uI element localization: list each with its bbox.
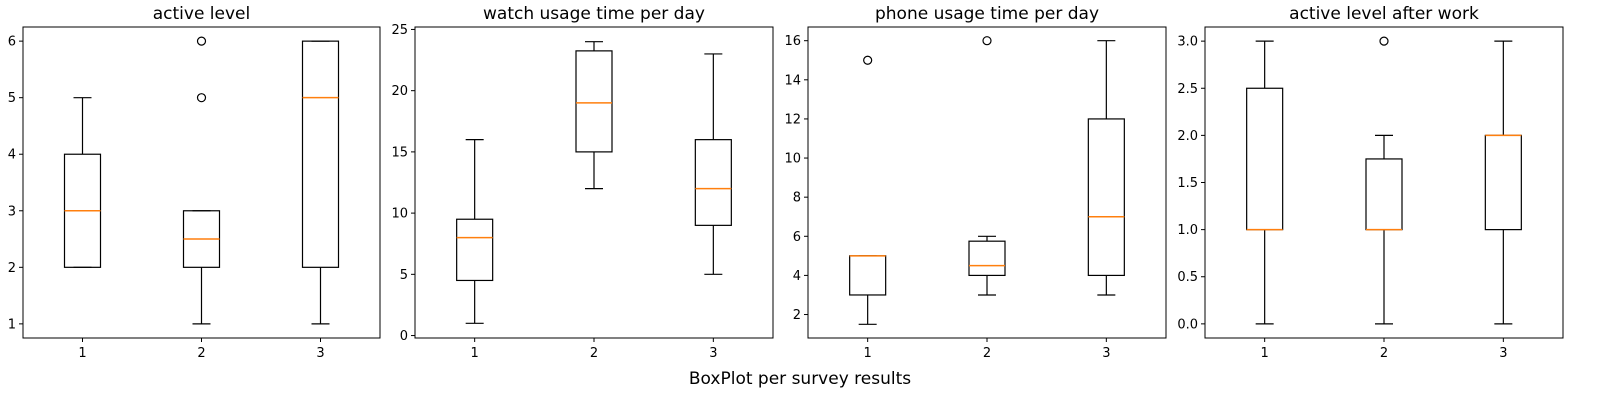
box-group-1 xyxy=(1246,40,1284,325)
y-tick-label: 3.0 xyxy=(1177,35,1198,50)
y-tick-label: 5 xyxy=(8,91,16,106)
y-tick-label: 14 xyxy=(784,73,801,88)
axes-frame xyxy=(807,26,1167,339)
y-tick-label: 1.0 xyxy=(1177,223,1198,238)
y-tick-label: 10 xyxy=(391,207,408,222)
y-tick-label: 2.0 xyxy=(1177,129,1198,144)
x-tick-label: 1 xyxy=(78,346,86,361)
subplot-title: phone usage time per day xyxy=(875,4,1099,24)
box-group-2 xyxy=(575,41,613,190)
y-tick-label: 6 xyxy=(8,35,16,50)
y-tick-label: 3 xyxy=(8,204,16,219)
y-tick-label: 2.5 xyxy=(1177,82,1198,97)
subplot-title: active level xyxy=(153,4,251,24)
x-tick-label: 2 xyxy=(983,346,991,361)
y-tick-label: 20 xyxy=(391,84,408,99)
y-tick-label: 15 xyxy=(391,145,408,160)
outlier-point xyxy=(863,55,873,65)
outlier-point xyxy=(982,36,992,46)
x-tick-label: 2 xyxy=(1380,346,1388,361)
y-tick-label: 8 xyxy=(793,191,801,206)
subplot-title: active level after work xyxy=(1289,4,1479,24)
x-tick-label: 1 xyxy=(471,346,479,361)
box-iqr xyxy=(694,139,732,226)
y-tick-label: 0.5 xyxy=(1177,270,1198,285)
outlier-point xyxy=(196,36,207,46)
box-group-1 xyxy=(63,97,102,268)
x-tick-label: 2 xyxy=(197,346,205,361)
x-tick-label: 3 xyxy=(1102,346,1110,361)
subplot-2: watch usage time per day 0 5 10 15 20 25 1 2 3 xyxy=(391,4,774,361)
box-group-2 xyxy=(968,36,1006,296)
y-tick-label: 4 xyxy=(793,269,801,284)
y-tick-label: 1 xyxy=(8,317,16,332)
y-tick-label: 1.5 xyxy=(1177,176,1198,191)
box-group-3 xyxy=(1087,40,1125,296)
x-tick-label: 3 xyxy=(709,346,717,361)
box-iqr xyxy=(575,50,613,153)
y-tick-label: 10 xyxy=(784,152,801,167)
y-tick-label: 6 xyxy=(793,230,801,245)
box-group-3 xyxy=(1484,40,1522,325)
box-iqr xyxy=(456,218,494,282)
box-iqr xyxy=(1087,118,1125,277)
outlier-point xyxy=(1379,36,1389,46)
subplot-4: active level after work 0.0 0.5 1.0 1.5 2.0 2.… xyxy=(1177,4,1564,361)
box-iqr xyxy=(301,40,340,268)
y-tick-label: 4 xyxy=(8,148,16,163)
y-tick-label: 5 xyxy=(400,268,408,283)
subplot-1: active level 1 2 3 4 5 6 1 2 3 xyxy=(8,4,381,361)
y-tick-label: 0.0 xyxy=(1177,317,1198,332)
x-tick-label: 3 xyxy=(316,346,324,361)
axes-frame xyxy=(22,26,381,339)
x-tick-label: 1 xyxy=(1261,346,1269,361)
y-tick-label: 0 xyxy=(400,329,408,344)
box-group-3 xyxy=(694,53,732,275)
box-group-3 xyxy=(301,40,340,325)
subplot-title: watch usage time per day xyxy=(483,4,705,24)
y-tick-label: 25 xyxy=(391,23,408,38)
box-group-2 xyxy=(1365,36,1403,325)
box-group-1 xyxy=(849,55,887,325)
x-tick-label: 3 xyxy=(1499,346,1507,361)
figure-suptitle: BoxPlot per survey results xyxy=(689,369,911,389)
x-tick-label: 2 xyxy=(590,346,598,361)
box-iqr xyxy=(968,240,1006,277)
box-group-1 xyxy=(456,139,494,324)
y-tick-label: 16 xyxy=(784,34,801,49)
y-tick-label: 2 xyxy=(8,261,16,276)
x-tick-label: 1 xyxy=(864,346,872,361)
axes-frame xyxy=(414,26,774,339)
outlier-point xyxy=(196,93,207,103)
y-tick-label: 2 xyxy=(793,308,801,323)
box-group-2 xyxy=(182,36,221,325)
axes-frame xyxy=(1204,26,1564,339)
y-tick-label: 12 xyxy=(784,112,801,127)
